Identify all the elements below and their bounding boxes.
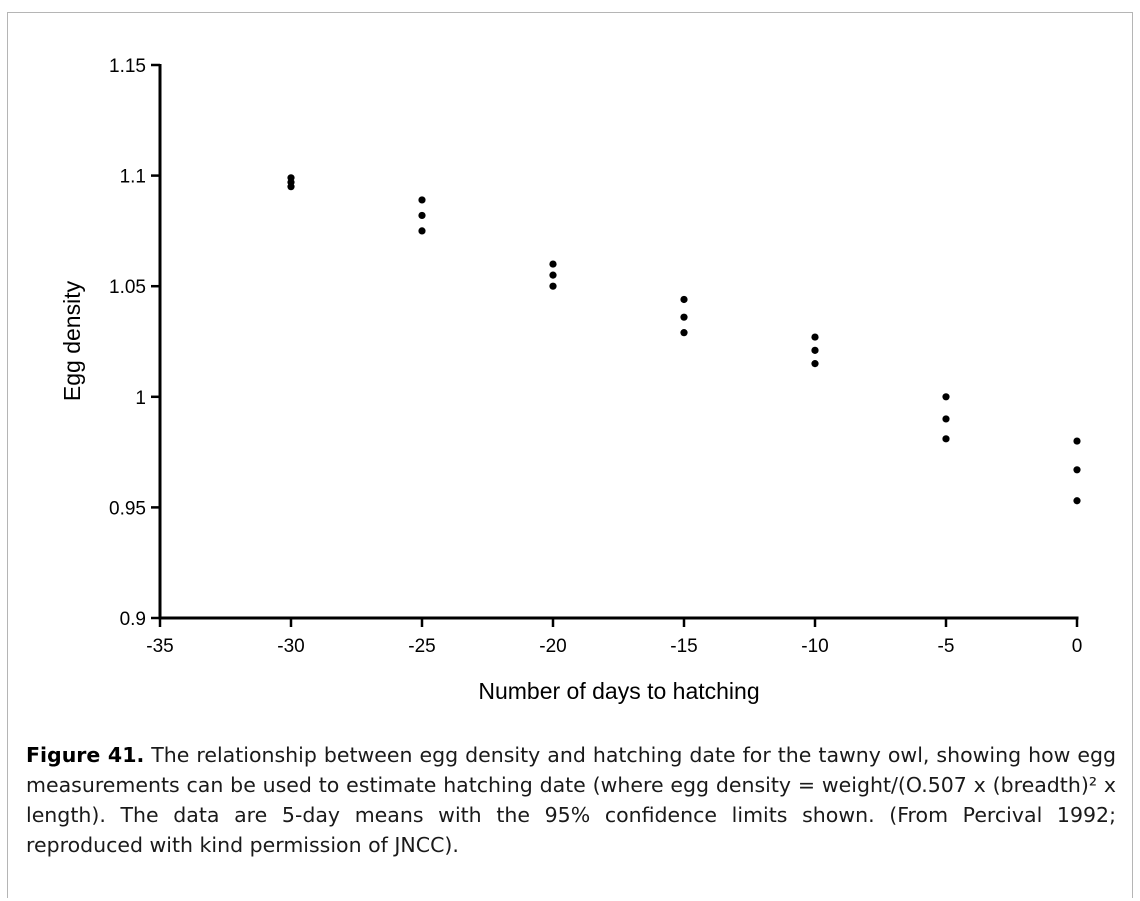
axes [158, 64, 1079, 620]
data-point [549, 260, 557, 268]
data-point [418, 196, 426, 204]
data-point [1073, 466, 1081, 474]
data-point [942, 435, 950, 443]
data-point [1073, 497, 1081, 505]
data-point [680, 313, 688, 321]
y-axis-ticks: 1.15 1.1 1.05 1 0.95 0.9 [109, 56, 160, 630]
y-axis-title: Egg density [59, 280, 85, 401]
data-point [942, 415, 950, 423]
x-axis-ticks: -35 -30 -25 -20 -15 -10 -5 0 [146, 618, 1082, 657]
y-tick-label: 1 [135, 388, 146, 409]
data-point [811, 333, 819, 341]
data-point [549, 271, 557, 279]
y-tick-label: 0.95 [109, 498, 146, 519]
x-tick-label: -5 [938, 636, 955, 657]
x-axis-title: Number of days to hatching [478, 678, 759, 704]
data-point [811, 346, 819, 354]
x-tick-label: -10 [801, 636, 828, 657]
data-point [680, 295, 688, 304]
data-point [287, 183, 295, 191]
x-tick-label: -15 [670, 636, 697, 657]
figure-caption: Figure 41. The relationship between egg … [26, 740, 1116, 860]
data-point [680, 329, 688, 337]
x-tick-label: -35 [146, 636, 173, 657]
figure-label: Figure 41. [26, 743, 145, 767]
data-point [549, 282, 557, 290]
data-point [418, 227, 426, 235]
y-tick-label: 1.1 [120, 167, 146, 188]
x-tick-label: -30 [277, 636, 304, 657]
data-points [287, 174, 1081, 505]
data-point [418, 211, 426, 220]
y-tick-label: 1.15 [109, 56, 146, 77]
x-tick-label: -20 [539, 636, 566, 657]
scatter-chart: 1.15 1.1 1.05 1 0.95 0.9 -35 -30 -25 -20 -15 -10 -5… [59, 56, 1082, 704]
x-tick-label: -25 [408, 636, 435, 657]
caption-text: The relationship between egg density and… [26, 743, 1117, 857]
data-point [1073, 437, 1081, 445]
x-tick-label: 0 [1072, 636, 1083, 657]
y-tick-label: 0.9 [120, 609, 146, 630]
data-point [811, 360, 819, 368]
figure-frame [7, 12, 1133, 898]
data-point [942, 393, 950, 401]
y-tick-label: 1.05 [109, 277, 146, 298]
